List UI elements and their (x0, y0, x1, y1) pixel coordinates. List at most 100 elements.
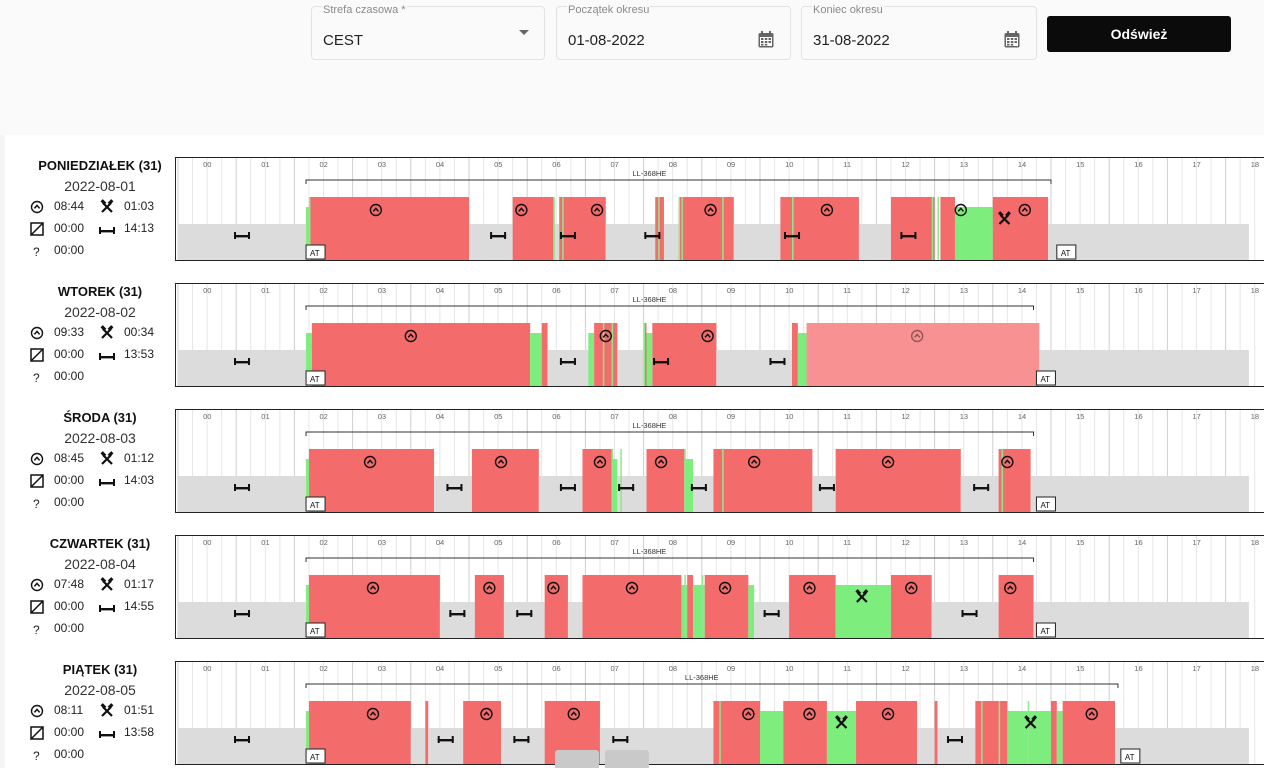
rest-segment[interactable] (178, 350, 307, 386)
rest-segment[interactable] (501, 728, 545, 764)
driving-segment[interactable] (998, 575, 1034, 638)
day-timeline[interactable]: 00 01 02 03 04 05 06 07 08 09 10 11 12 13 14 15 16 17 18 LL… (175, 661, 1264, 765)
rest-segment[interactable] (617, 476, 647, 512)
rest-segment[interactable] (960, 476, 999, 512)
work-segment[interactable] (693, 585, 705, 638)
driving-segment[interactable] (835, 449, 961, 512)
rest-segment[interactable] (410, 728, 426, 764)
rest-segment[interactable] (917, 728, 935, 764)
driving-segment[interactable] (308, 701, 411, 764)
work-segment[interactable] (306, 585, 309, 638)
refresh-button[interactable]: Odśwież (1047, 16, 1231, 52)
rest-segment[interactable] (178, 476, 307, 512)
work-segment[interactable] (306, 459, 309, 512)
rest-segment[interactable] (178, 224, 307, 260)
rest-segment[interactable] (439, 602, 475, 638)
rest-segment[interactable] (567, 602, 583, 638)
driving-segment[interactable] (713, 701, 760, 764)
driving-segment[interactable] (308, 449, 435, 512)
work-segment[interactable] (760, 711, 784, 764)
day-timeline[interactable]: 00 01 02 03 04 05 06 07 08 09 10 11 12 13 14 15 16 17 18 LL… (175, 535, 1264, 639)
driving-segment[interactable] (940, 197, 955, 260)
work-segment[interactable] (306, 333, 312, 386)
rest-segment[interactable] (428, 728, 464, 764)
driving-segment[interactable] (544, 575, 568, 638)
driving-segment[interactable] (512, 197, 554, 260)
driving-segment[interactable] (713, 449, 723, 512)
split-control[interactable] (605, 750, 649, 768)
period-start-field[interactable]: Początek okresu 01-08-2022 (556, 4, 791, 60)
work-segment[interactable] (826, 711, 857, 764)
driving-segment[interactable] (890, 197, 935, 260)
rest-segment[interactable] (1030, 476, 1249, 512)
rest-segment[interactable] (931, 602, 999, 638)
driving-segment[interactable] (594, 323, 618, 386)
driving-segment[interactable] (934, 701, 938, 764)
driving-segment[interactable] (722, 449, 813, 512)
rest-segment[interactable] (617, 350, 644, 386)
rest-segment[interactable] (434, 476, 472, 512)
driving-segment[interactable] (792, 323, 798, 386)
day-timeline[interactable]: 00 01 02 03 04 05 06 07 08 09 10 11 12 13 14 15 16 17 18 LL… (175, 409, 1264, 513)
driving-segment-faded[interactable] (806, 323, 1040, 386)
period-end-field[interactable]: Koniec okresu 31-08-2022 (801, 4, 1037, 60)
rest-segment[interactable] (812, 476, 836, 512)
work-segment[interactable] (611, 459, 618, 512)
driving-segment[interactable] (582, 575, 682, 638)
work-segment[interactable] (306, 711, 309, 764)
rest-segment[interactable] (1039, 350, 1249, 386)
rest-segment[interactable] (733, 224, 781, 260)
day-timeline[interactable]: 00 01 02 03 04 05 06 07 08 09 10 11 12 13 14 15 16 17 18 LL… (175, 283, 1264, 387)
rest-segment[interactable] (178, 602, 307, 638)
rest-segment[interactable] (716, 350, 793, 386)
work-segment[interactable] (530, 333, 542, 386)
work-segment[interactable] (835, 585, 891, 638)
work-segment[interactable] (588, 333, 595, 386)
work-segment[interactable] (797, 333, 807, 386)
work-segment[interactable] (748, 585, 755, 638)
driving-segment[interactable] (1051, 701, 1057, 764)
rest-segment[interactable] (693, 476, 714, 512)
driving-segment[interactable] (704, 575, 749, 638)
rest-segment[interactable] (178, 728, 307, 764)
driving-segment[interactable] (308, 575, 440, 638)
rest-segment[interactable] (663, 224, 679, 260)
rest-segment[interactable] (547, 350, 589, 386)
chevron-down-icon[interactable] (518, 29, 530, 37)
rest-segment[interactable] (605, 224, 656, 260)
scroll-up-control[interactable] (555, 750, 599, 768)
driving-segment[interactable] (890, 575, 932, 638)
driving-segment[interactable] (998, 449, 1031, 512)
driving-segment[interactable] (687, 575, 694, 638)
work-segment[interactable] (306, 207, 309, 260)
timezone-select[interactable]: Strefa czasowa * CEST (311, 4, 545, 60)
work-segment[interactable] (681, 585, 688, 638)
rest-segment[interactable] (754, 602, 790, 638)
day-timeline[interactable]: 00 01 02 03 04 05 06 07 08 09 10 11 12 13 14 15 16 17 18 LL… (175, 157, 1264, 261)
rest-segment[interactable] (553, 224, 560, 260)
rest-segment[interactable] (469, 224, 513, 260)
driving-segment[interactable] (652, 323, 717, 386)
work-segment[interactable] (684, 459, 694, 512)
rest-segment[interactable] (1048, 224, 1249, 260)
calendar-icon[interactable] (758, 31, 774, 48)
calendar-icon[interactable] (1004, 31, 1020, 48)
rest-segment[interactable] (858, 224, 891, 260)
driving-segment[interactable] (311, 323, 531, 386)
driving-segment[interactable] (789, 575, 836, 638)
rest-segment[interactable] (1033, 602, 1249, 638)
driving-segment[interactable] (582, 449, 612, 512)
driving-segment[interactable] (856, 701, 918, 764)
driving-segment[interactable] (975, 701, 1008, 764)
driving-segment[interactable] (308, 197, 469, 260)
work-segment[interactable] (1056, 711, 1063, 764)
driving-segment[interactable] (541, 323, 548, 386)
rest-segment[interactable] (937, 728, 976, 764)
rest-segment[interactable] (503, 602, 545, 638)
driving-segment[interactable] (559, 197, 606, 260)
driving-segment[interactable] (474, 575, 504, 638)
driving-segment[interactable] (1062, 701, 1116, 764)
work-segment[interactable] (646, 333, 653, 386)
driving-segment[interactable] (425, 701, 429, 764)
rest-segment[interactable] (538, 476, 583, 512)
